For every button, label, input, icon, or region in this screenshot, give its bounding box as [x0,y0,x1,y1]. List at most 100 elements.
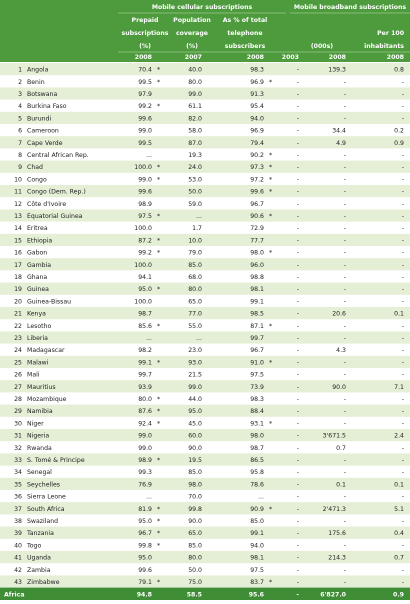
cell: 87.0 [188,140,202,147]
cell: Guinea-Bissau [27,298,71,305]
cell: 21.5 [188,372,202,379]
cell: 38 [14,518,22,525]
cell: 99.2 [138,103,152,110]
cell: - [344,250,346,257]
cell: 91.3 [250,91,264,98]
cell: Congo (Dem. Rep.) [27,189,86,196]
cell: 99.5 [138,79,152,86]
cell: 94.0 [250,115,264,122]
column-header: Per 100 [377,30,405,37]
row-shade [0,307,410,320]
cell: 85.0 [188,469,202,476]
cell: 44.0 [188,396,202,403]
cell: - [344,494,346,501]
cell: - [344,286,346,293]
cell: * [269,176,272,183]
cell: - [344,396,346,403]
cell: - [344,152,346,159]
cell: 7 [18,140,22,147]
cell: 214.3 [328,555,346,562]
cell: 88.4 [250,408,264,415]
cell: - [297,481,299,488]
cell: 87.6 [138,408,152,415]
cell: 99.7 [138,372,152,379]
cell: - [402,408,404,415]
cell: Seychelles [27,481,60,488]
cell: 98.9 [138,457,152,464]
cell: * [269,323,272,330]
cell: - [297,274,299,281]
cell: 100.0 [134,164,152,171]
cell: * [157,323,160,330]
cell: - [402,494,404,501]
cell: 99.1 [250,298,264,305]
cell: Côte d'Ivoire [27,200,66,208]
cell: 99.1 [138,359,152,366]
cell: 79.4 [250,140,264,147]
cell: 15 [14,237,22,244]
cell: 96.7 [250,201,264,208]
cell: * [157,542,160,549]
cell: - [402,237,404,244]
row-shade [0,331,410,344]
cell: Senegal [27,469,52,476]
cell: 97.9 [138,91,152,98]
cell: 85.0 [188,262,202,269]
cell: Cape Verde [27,140,63,147]
cell: - [402,189,404,196]
cell: Guinea [27,286,49,293]
cell: ... [146,335,152,342]
row-shade [0,111,410,124]
cell: 0.8 [394,67,404,74]
cell: - [402,164,404,171]
cell: - [297,494,299,501]
cell: * [157,396,160,403]
cell: 24.0 [188,164,202,171]
cell: 99.0 [188,384,202,391]
cell: * [157,237,160,244]
cell: 79.0 [188,250,202,257]
cell: 97.5 [138,213,152,220]
cell: 33 [14,457,22,464]
row-shade [0,160,410,173]
cell: - [344,542,346,549]
cell: 95.8 [250,469,264,476]
column-header: Prepaid [132,17,159,24]
cell: 90.9 [250,506,264,513]
cell: - [402,250,404,257]
cell: - [297,518,299,525]
cell: - [402,579,404,586]
cell: 98.0 [188,481,202,488]
cell: Nigeria [27,433,49,440]
cell: 99.6 [138,115,152,122]
cell: * [269,79,272,86]
total-cell: 0.9 [393,591,404,598]
cell: - [402,262,404,269]
cell: 2 [18,79,22,86]
cell: - [297,189,299,196]
cell: South Africa [27,506,65,513]
group-title: Mobile cellular subscriptions [152,4,253,11]
cell: - [297,335,299,342]
cell: Ethiopia [27,237,52,244]
cell: * [157,176,160,183]
cell: * [157,457,160,464]
cell: - [402,91,404,98]
cell: 30 [14,420,22,427]
cell: 70.0 [188,494,202,501]
cell: 39 [14,530,22,537]
cell: - [344,579,346,586]
cell: * [269,359,272,366]
cell: - [402,542,404,549]
cell: - [344,225,346,232]
cell: - [297,445,299,452]
cell: 5.1 [394,506,404,513]
cell: - [344,103,346,110]
row-shade [0,87,410,100]
cell: - [297,79,299,86]
cell: Kenya [27,311,46,318]
cell: - [297,359,299,366]
column-header: (000s) [311,43,333,50]
cell: 87.1 [250,323,264,330]
cell: - [297,176,299,183]
